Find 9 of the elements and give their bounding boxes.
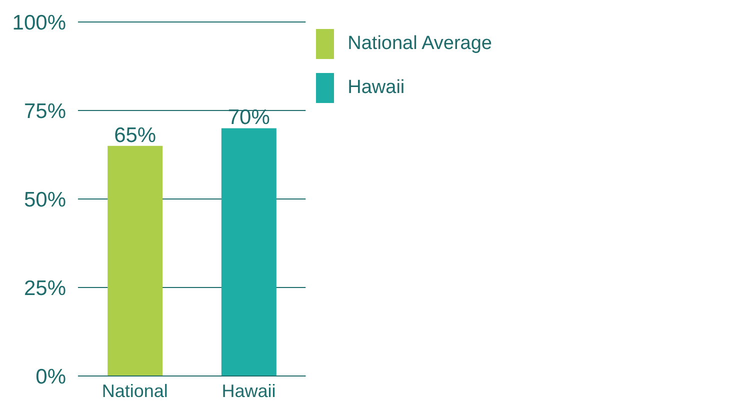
y-tick-label: 25%: [24, 276, 66, 300]
legend-label: Hawaii: [348, 76, 405, 100]
x-tick-label: National: [102, 380, 168, 401]
y-tick-label: 100%: [12, 11, 66, 34]
y-tick-label: 75%: [24, 100, 66, 123]
data-label: 65%: [114, 124, 156, 147]
y-tick-label: 0%: [36, 365, 66, 388]
y-tick-label: 50%: [24, 188, 66, 212]
legend-label: National Average: [348, 32, 492, 56]
